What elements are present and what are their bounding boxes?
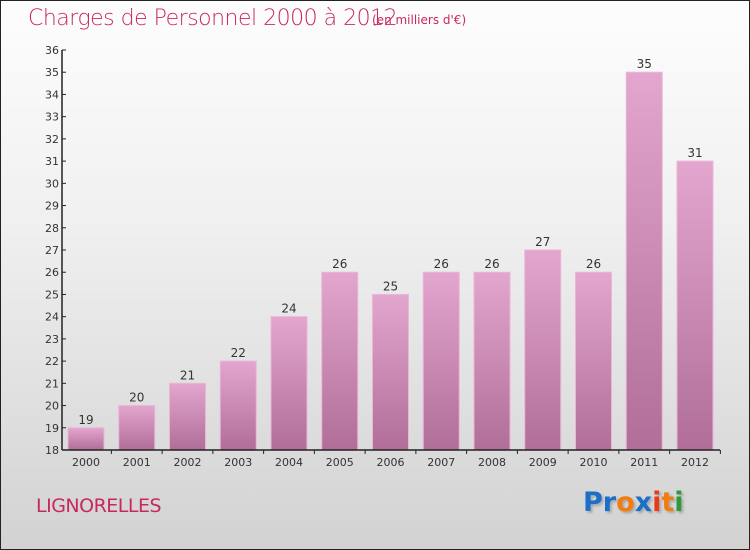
y-tick-label: 30 xyxy=(45,177,59,190)
y-tick-label: 34 xyxy=(45,88,59,101)
data-label: 27 xyxy=(535,235,550,249)
proxiti-logo: Proxiti xyxy=(583,487,684,518)
bar xyxy=(676,160,714,451)
bar xyxy=(219,360,257,451)
data-label: 26 xyxy=(484,257,499,271)
data-label: 19 xyxy=(78,413,93,427)
logo-letter: t xyxy=(661,487,675,518)
y-tick-label: 18 xyxy=(45,444,59,457)
x-tick-label: 2010 xyxy=(580,456,608,469)
y-tick-label: 36 xyxy=(45,44,59,57)
bar xyxy=(67,427,105,451)
place-name: LIGNORELLES xyxy=(36,495,162,517)
y-tick-label: 33 xyxy=(45,111,59,124)
data-label: 22 xyxy=(231,346,246,360)
y-tick-label: 26 xyxy=(45,266,59,279)
bar xyxy=(422,271,460,451)
data-label: 25 xyxy=(383,279,398,293)
logo-letter: i xyxy=(674,487,684,518)
data-label: 20 xyxy=(129,391,144,405)
logo-letter: o xyxy=(616,487,635,518)
y-tick-label: 21 xyxy=(45,377,59,390)
x-tick-label: 2009 xyxy=(529,456,557,469)
y-tick-label: 32 xyxy=(45,133,59,146)
data-label: 31 xyxy=(687,146,702,160)
x-tick-label: 2005 xyxy=(326,456,354,469)
bar xyxy=(524,249,562,451)
y-tick-label: 28 xyxy=(45,222,59,235)
bar xyxy=(118,405,156,451)
logo-letter: x xyxy=(634,487,653,518)
y-tick-label: 20 xyxy=(45,400,59,413)
data-label: 35 xyxy=(637,57,652,71)
y-tick-label: 29 xyxy=(45,200,59,213)
data-label: 26 xyxy=(434,257,449,271)
y-tick-label: 19 xyxy=(45,422,59,435)
bar xyxy=(473,271,511,451)
logo-letter: r xyxy=(602,487,617,518)
y-tick-label: 24 xyxy=(45,311,59,324)
x-tick-label: 2008 xyxy=(478,456,506,469)
x-tick-label: 2004 xyxy=(275,456,303,469)
data-label: 24 xyxy=(281,302,296,316)
x-tick-label: 2003 xyxy=(224,456,252,469)
y-tick-label: 31 xyxy=(45,155,59,168)
logo-letter: P xyxy=(583,487,603,518)
x-tick-label: 2007 xyxy=(427,456,455,469)
y-tick-label: 25 xyxy=(45,288,59,301)
bar xyxy=(321,271,359,451)
bar xyxy=(625,71,663,451)
bar xyxy=(372,293,409,451)
chart-title: Charges de Personnel 2000 à 2012 xyxy=(28,6,398,31)
chart-subtitle: (en milliers d'€) xyxy=(372,13,467,27)
data-label: 26 xyxy=(586,257,601,271)
x-tick-label: 2012 xyxy=(681,456,709,469)
y-tick-label: 23 xyxy=(45,333,59,346)
x-tick-label: 2001 xyxy=(123,456,151,469)
y-tick-label: 35 xyxy=(45,66,59,79)
x-tick-label: 2002 xyxy=(174,456,202,469)
data-label: 26 xyxy=(332,257,347,271)
data-label: 21 xyxy=(180,368,195,382)
logo-letter: i xyxy=(652,487,662,518)
y-tick-label: 22 xyxy=(45,355,59,368)
x-tick-label: 2011 xyxy=(630,456,658,469)
bar xyxy=(575,271,612,451)
y-tick-label: 27 xyxy=(45,244,59,257)
bar xyxy=(270,316,308,451)
bar xyxy=(169,382,206,451)
x-tick-label: 2006 xyxy=(377,456,405,469)
x-tick-label: 2000 xyxy=(72,456,100,469)
